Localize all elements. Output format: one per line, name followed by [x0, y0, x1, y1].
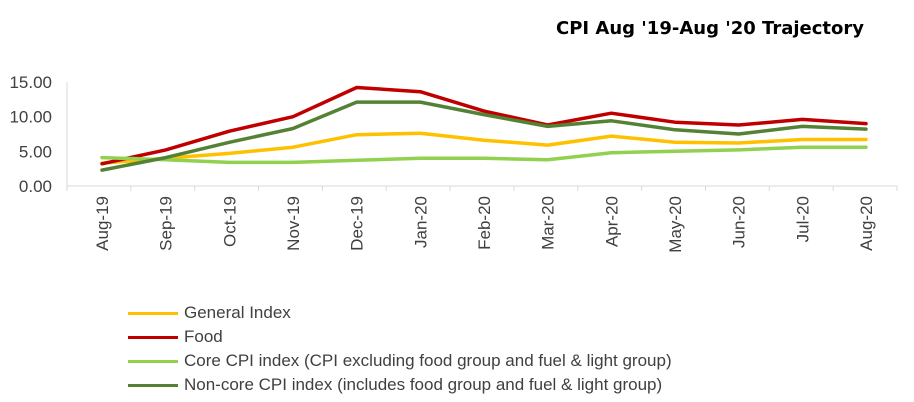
legend-swatch	[128, 336, 178, 340]
x-tick-label: Nov-19	[284, 196, 303, 251]
legend: General Index Food Core CPI index (CPI exc…	[128, 301, 672, 397]
series-line-0	[100, 131, 868, 165]
x-tick-label: Mar-20	[539, 196, 558, 250]
legend-item: Non-core CPI index (includes food group …	[128, 373, 672, 397]
legend-label: Non-core CPI index (includes food group …	[184, 375, 663, 394]
legend-label: General Index	[184, 303, 291, 322]
x-tick-label: Feb-20	[475, 196, 494, 250]
legend-item: Food	[128, 325, 672, 349]
x-tick-label: Jun-20	[730, 196, 749, 248]
series-line-2	[100, 145, 868, 165]
x-tick-label: Sep-19	[157, 196, 176, 251]
series-line-3	[100, 100, 868, 172]
y-tick-label: 5.00	[19, 142, 52, 161]
legend-swatch	[128, 312, 178, 316]
x-tick-label: May-20	[666, 196, 685, 253]
chart-title: CPI Aug '19-Aug '20 Trajectory	[556, 18, 864, 39]
legend-swatch	[128, 360, 178, 364]
legend-swatch	[128, 384, 178, 388]
series-line-1	[100, 85, 868, 166]
x-tick-label: Apr-20	[602, 196, 621, 247]
legend-label: Food	[184, 327, 223, 346]
x-tick-label: Dec-19	[348, 196, 367, 251]
x-tick-label: Aug-20	[857, 196, 876, 251]
y-tick-label: 15.00	[9, 73, 52, 92]
x-tick-label: Jul-20	[793, 196, 812, 242]
y-tick-label: 10.00	[9, 108, 52, 127]
plot-area: 0.00 5.00 10.00 15.00 Aug-19 Sep-19 Oct-19 Nov-…	[9, 73, 898, 253]
legend-label: Core CPI index (CPI excluding food group…	[184, 351, 672, 370]
x-tick-label: Jan-20	[411, 196, 430, 248]
legend-item: General Index	[128, 301, 672, 325]
x-tick-label: Oct-19	[220, 196, 239, 247]
x-tick-label: Aug-19	[93, 196, 112, 251]
y-tick-label: 0.00	[19, 177, 52, 196]
legend-item: Core CPI index (CPI excluding food group…	[128, 349, 672, 373]
